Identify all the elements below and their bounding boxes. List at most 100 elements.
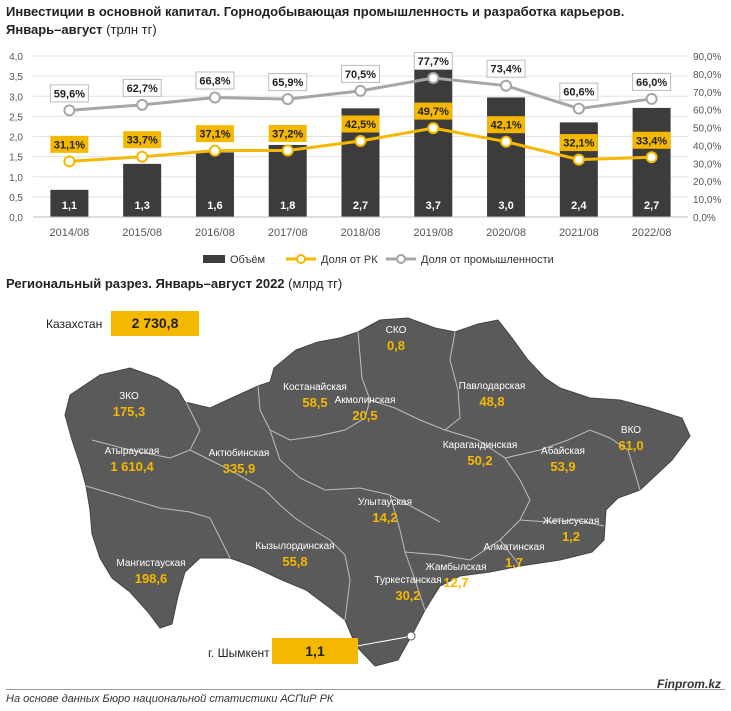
y-left-tick-label: 1,5 — [9, 153, 23, 164]
subtitle-unit: (трлн тг) — [102, 22, 157, 37]
brand-logo-text: Finprom.kz — [656, 677, 721, 691]
total-label: Казахстан — [46, 317, 103, 331]
legend-swatch-bar — [203, 255, 225, 263]
region-value: 53,9 — [550, 459, 576, 474]
y-left-tick-label: 1,0 — [9, 173, 23, 184]
line-value-label: 65,9% — [272, 77, 303, 89]
region-value: 1 610,4 — [110, 459, 154, 474]
region-label: Карагандинская 50,2 — [430, 440, 530, 469]
y-right-tick-label: 80,0% — [693, 70, 721, 81]
bar — [50, 189, 89, 217]
region-label: Акмолинская 20,5 — [315, 395, 415, 424]
region-name: ВКО — [620, 425, 642, 436]
region-name: Мангистауская — [116, 558, 186, 569]
region-label: Жамбылская 12,7 — [406, 562, 506, 591]
region-value: 61,0 — [618, 438, 644, 453]
region-name: Акмолинская — [334, 395, 396, 406]
region-name: Карагандинская — [442, 440, 518, 451]
y-right-tick-label: 20,0% — [693, 177, 721, 188]
region-label: ВКО 61,0 — [581, 425, 681, 454]
line-point — [136, 150, 149, 163]
bar-value-label: 2,7 — [353, 200, 368, 212]
map-title-unit: (млрд тг) — [284, 276, 343, 291]
data-label-box — [632, 131, 671, 149]
y-left-tick-label: 0,0 — [9, 213, 23, 224]
legend: Объём Доля от РК Доля от промышленности — [203, 254, 554, 266]
bar-value-label: 1,8 — [280, 200, 295, 212]
line-value-label: 37,1% — [199, 129, 230, 141]
y-left-tick-label: 0,5 — [9, 193, 23, 204]
data-label-box — [559, 82, 599, 101]
y-right-tick-label: 40,0% — [693, 141, 721, 152]
legend-label: Доля от РК — [321, 254, 378, 266]
line-value-label: 42,5% — [345, 119, 376, 131]
line-value-label: 66,8% — [199, 76, 230, 88]
region-value: 0,8 — [386, 338, 406, 353]
data-label-box — [122, 78, 162, 97]
y-right-tick-label: 90,0% — [693, 52, 721, 63]
region-value: 14,2 — [372, 510, 398, 525]
line-point — [63, 104, 76, 117]
line-value-label: 59,6% — [54, 88, 85, 100]
bar-value-label: 2,7 — [644, 200, 659, 212]
x-tick-label: 2016/08 — [195, 227, 235, 239]
y-left-tick-label: 2,0 — [9, 133, 23, 144]
region-label: Павлодарская 48,8 — [442, 381, 542, 410]
y-left-tick-label: 3,0 — [9, 92, 23, 103]
region-label: Костанайская 58,5 — [265, 382, 365, 411]
data-label-box — [50, 135, 89, 153]
y-axis-right: 0,0% 10,0% 20,0% 30,0% 40,0% 50,0% 60,0% 70,0% 8… — [693, 52, 721, 224]
line-point — [354, 134, 367, 147]
region-value: 48,8 — [479, 394, 505, 409]
data-label-box — [341, 115, 380, 133]
data-label-box — [632, 72, 672, 91]
region-label: Улытауская 14,2 — [335, 497, 435, 526]
region-value: 198,6 — [134, 571, 168, 586]
region-value: 55,8 — [282, 554, 308, 569]
region-name: Алматинская — [483, 542, 545, 553]
data-label-box — [49, 84, 89, 103]
region-value: 58,5 — [302, 395, 328, 410]
line-point — [354, 84, 367, 97]
y-right-tick-label: 0,0% — [693, 213, 716, 224]
footer-divider — [6, 689, 725, 690]
region-label: Жетысуская 1,2 — [521, 516, 621, 545]
y-right-tick-label: 50,0% — [693, 124, 721, 135]
line-value-label: 77,7% — [418, 56, 449, 68]
bar — [268, 144, 307, 217]
line-point — [136, 98, 149, 111]
data-label-box — [268, 124, 307, 142]
line-point — [208, 91, 221, 104]
shymkent-value-box: 1,1 — [272, 638, 358, 664]
data-label-box — [559, 134, 598, 152]
line-value-label: 42,1% — [490, 120, 521, 132]
region-value: 30,2 — [395, 588, 421, 603]
bar — [123, 163, 162, 217]
x-tick-label: 2021/08 — [559, 227, 599, 239]
region-value: 50,2 — [467, 453, 493, 468]
x-tick-label: 2014/08 — [50, 227, 90, 239]
map-title-main: Региональный разрез. Январь–август 2022 — [6, 276, 285, 291]
bar-value-label: 2,4 — [571, 200, 587, 212]
bar-value-label: 1,6 — [207, 200, 222, 212]
line-point — [500, 79, 513, 92]
region-value: 1,2 — [561, 529, 581, 544]
region-value: 335,9 — [222, 461, 256, 476]
shymkent-label: г. Шымкент — [208, 646, 270, 660]
kazakhstan-region-map — [64, 317, 691, 667]
investment-combo-chart: 0,0 0,5 1,0 1,5 2,0 2,5 3,0 3,5 4,0 0,0% 10,0% 20,… — [9, 52, 721, 266]
region-name: Актюбинская — [208, 448, 270, 459]
region-name: Туркестанская — [374, 575, 442, 586]
region-name: Кызылординская — [255, 541, 335, 552]
region-label: ЗКО 175,3 — [79, 391, 179, 420]
y-right-tick-label: 70,0% — [693, 88, 721, 99]
data-label-box — [195, 71, 235, 90]
data-label-box — [413, 52, 453, 71]
data-label-box — [268, 73, 308, 92]
x-tick-label: 2017/08 — [268, 227, 308, 239]
chart-subtitle: Январь–август (трлн тг) — [6, 22, 157, 37]
line-value-label: 31,1% — [54, 139, 85, 151]
x-axis: 2014/08 2015/08 2016/08 2017/08 2018/08 2019/… — [33, 216, 688, 239]
line-value-label: 49,7% — [418, 106, 449, 118]
region-label: Кызылординская 55,8 — [245, 541, 345, 570]
